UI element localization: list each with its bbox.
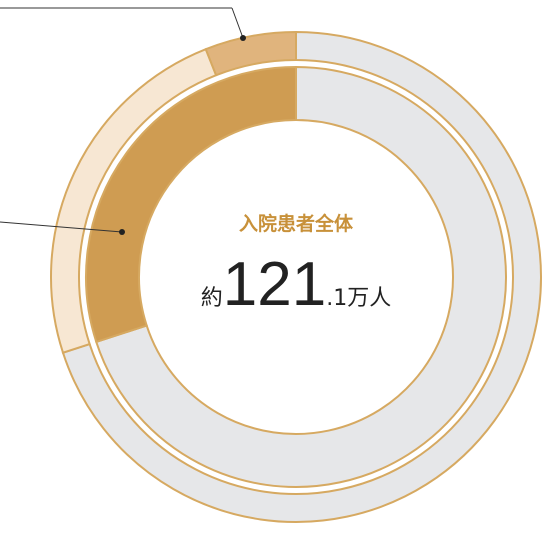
total-unit: 万人 (347, 286, 391, 311)
total-integer: 121 (223, 250, 326, 319)
leader-line (231, 7, 244, 39)
ring-segment (95, 65, 507, 488)
center-title: 入院患者全体 (239, 212, 354, 235)
leader-line (0, 221, 123, 233)
ring-segment (61, 30, 542, 523)
leader-dot (240, 35, 246, 41)
ring-segment (85, 65, 297, 344)
ring-segment (204, 30, 297, 77)
center-total: 約121.1万人 (201, 250, 391, 319)
total-decimal: .1 (326, 286, 347, 311)
rings (50, 30, 542, 523)
leader-dot (119, 229, 125, 235)
total-prefix: 約 (201, 286, 223, 311)
